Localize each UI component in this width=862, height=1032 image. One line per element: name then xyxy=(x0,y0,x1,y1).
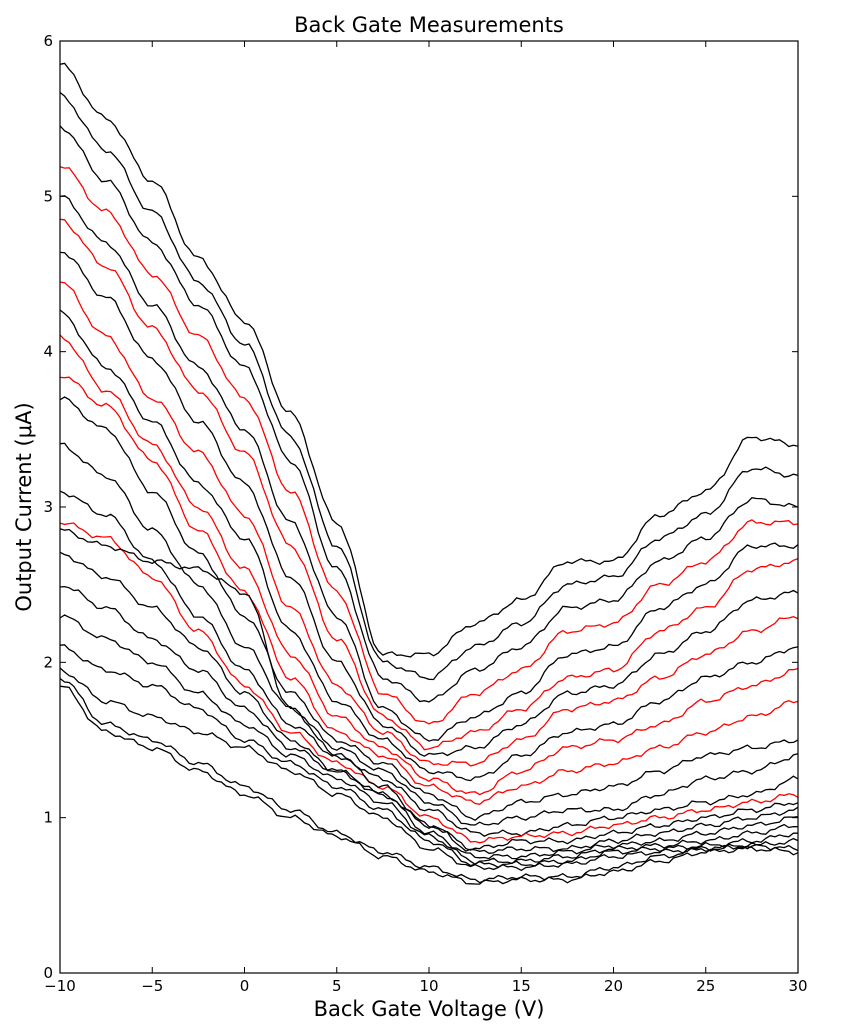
series-line xyxy=(59,442,799,826)
y-axis-label: Output Current (μA) xyxy=(12,402,36,611)
series-line xyxy=(59,195,799,742)
series-line xyxy=(59,644,799,869)
series-line xyxy=(59,62,799,658)
series-line xyxy=(59,376,799,805)
series-line xyxy=(59,522,799,844)
series-line xyxy=(59,334,799,796)
x-tick-label: 0 xyxy=(240,977,250,995)
y-tick-label: 0 xyxy=(43,964,53,982)
series-line xyxy=(59,667,799,872)
series-line xyxy=(59,614,799,865)
series-line xyxy=(59,251,799,757)
x-tick-label: 25 xyxy=(696,977,715,995)
x-tick-label: 10 xyxy=(419,977,438,995)
x-tick-label: 20 xyxy=(604,977,623,995)
y-tick-label: 1 xyxy=(43,809,53,827)
x-tick-label: 5 xyxy=(332,977,342,995)
series-line xyxy=(59,396,799,821)
series-layer xyxy=(59,62,799,885)
y-axis: 0 1 2 3 4 5 6 xyxy=(43,32,798,982)
x-tick-label: −5 xyxy=(141,977,163,995)
x-axis-label: Back Gate Voltage (V) xyxy=(314,997,545,1021)
series-line xyxy=(59,91,799,681)
y-tick-label: 3 xyxy=(43,498,53,516)
y-tick-label: 2 xyxy=(43,653,53,671)
series-line xyxy=(59,551,799,854)
y-tick-label: 4 xyxy=(43,343,53,361)
series-line xyxy=(59,528,799,851)
y-tick-label: 5 xyxy=(43,187,53,205)
series-line xyxy=(59,281,799,767)
series-line xyxy=(59,585,799,860)
series-line xyxy=(59,125,799,703)
series-line xyxy=(59,677,799,884)
series-line xyxy=(59,490,799,837)
x-tick-label: −10 xyxy=(44,977,76,995)
x-axis: −10 −5 0 5 10 15 20 25 30 xyxy=(44,41,808,995)
series-line xyxy=(59,166,799,725)
y-tick-label: 6 xyxy=(43,32,53,50)
x-tick-label: 15 xyxy=(512,977,531,995)
chart-title: Back Gate Measurements xyxy=(294,13,564,37)
series-line xyxy=(59,218,799,751)
series-line xyxy=(59,685,799,885)
series-line xyxy=(59,309,799,782)
x-tick-label: 30 xyxy=(788,977,807,995)
